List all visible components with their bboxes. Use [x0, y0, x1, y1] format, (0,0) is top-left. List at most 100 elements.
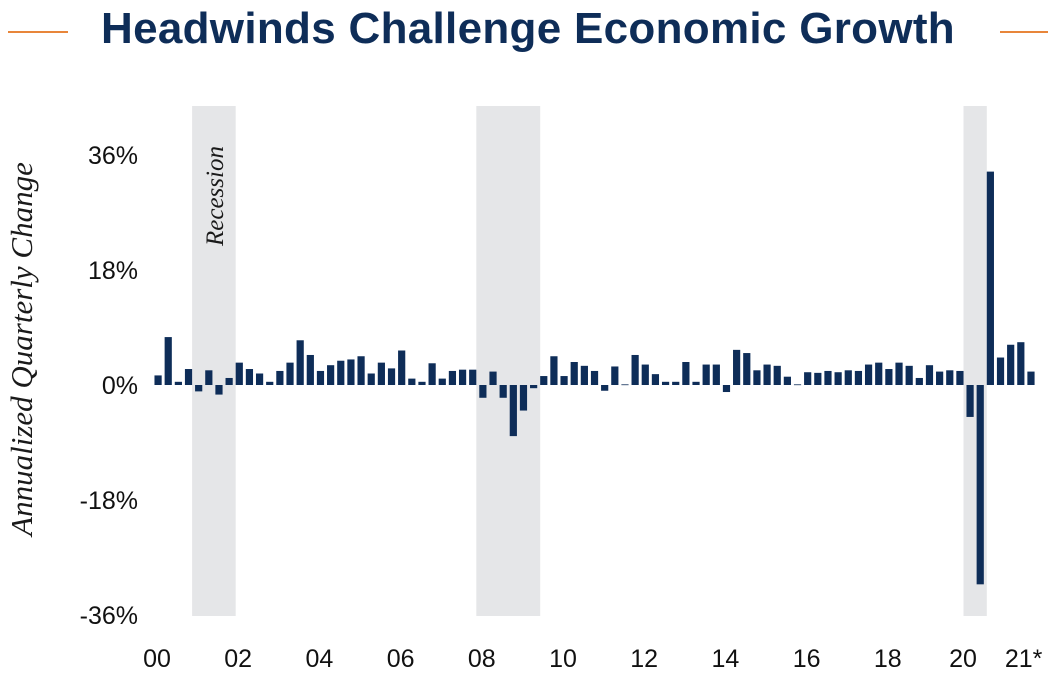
bar [448, 370, 457, 385]
bar [509, 385, 517, 437]
bar [611, 366, 619, 385]
bar [215, 385, 223, 395]
bar [915, 377, 923, 385]
bar [245, 369, 254, 385]
bar [631, 354, 639, 385]
x-tick-label: 02 [224, 645, 252, 673]
bar [661, 381, 670, 385]
x-tick-label: 10 [549, 645, 577, 673]
bar [255, 373, 264, 385]
x-tick-label: 00 [143, 645, 171, 673]
bar [357, 356, 365, 385]
bar [347, 359, 355, 385]
bar [184, 369, 193, 385]
bar [844, 370, 852, 385]
chart-title: Headwinds Challenge Economic Growth [101, 4, 955, 53]
bar [438, 378, 446, 385]
bar [377, 362, 385, 385]
bar [946, 370, 954, 385]
bar [1017, 342, 1025, 385]
y-tick-label: -18% [80, 487, 138, 515]
bar [367, 373, 375, 385]
bar [753, 370, 761, 385]
bar [875, 362, 883, 385]
bar [458, 369, 467, 385]
bar-series [154, 171, 1035, 585]
x-tick-label: 20 [949, 645, 977, 673]
bar [601, 385, 609, 391]
recession-shade-2 [476, 106, 541, 616]
bar [296, 340, 304, 385]
bar [651, 374, 660, 385]
bar [195, 385, 203, 392]
bar [398, 350, 406, 385]
bar [783, 376, 791, 385]
x-tick-label: 04 [305, 645, 333, 673]
bar [956, 370, 964, 385]
bar [174, 381, 182, 385]
x-tick-label: 18 [874, 645, 902, 673]
recession-shading-group: Recession [192, 106, 987, 616]
bar [682, 362, 690, 385]
bar [641, 364, 649, 385]
y-tick-labels: 36% 18% 0% -18% -36% [80, 142, 138, 630]
bar [895, 362, 903, 385]
y-tick-label: 18% [88, 257, 138, 285]
bar [804, 372, 812, 385]
y-tick-label: 36% [88, 142, 138, 170]
bar [540, 376, 548, 385]
bar [418, 381, 426, 385]
bar [469, 369, 477, 385]
x-tick-label: 21* [1005, 645, 1043, 673]
bar [428, 363, 436, 385]
bar [885, 369, 893, 385]
bar [276, 370, 284, 385]
x-tick-label: 16 [793, 645, 821, 673]
bar [266, 381, 274, 385]
bar [793, 384, 802, 386]
bar [235, 362, 243, 385]
bar [225, 377, 233, 385]
bar [905, 365, 913, 385]
bar [743, 353, 751, 385]
y-tick-label: -36% [80, 602, 138, 630]
bar [327, 365, 335, 385]
recession-shade-1 [192, 106, 236, 616]
x-tick-labels: 00 02 04 06 08 10 12 14 16 18 20 21* [143, 645, 1043, 673]
bar [306, 354, 314, 385]
title-accent-line-right [1000, 31, 1048, 33]
bar [489, 371, 497, 385]
bar [316, 370, 325, 385]
bar [205, 370, 213, 385]
bar [976, 385, 984, 585]
bar [560, 376, 568, 385]
x-tick-label: 06 [387, 645, 415, 673]
bar [621, 384, 629, 386]
bar [479, 385, 487, 398]
bar [570, 362, 578, 385]
title-accent-line-left [8, 31, 68, 33]
bar [590, 370, 599, 385]
bar [824, 370, 832, 385]
bar [672, 381, 680, 385]
recession-label: Recession [202, 146, 229, 247]
bar [408, 378, 416, 385]
bar [864, 364, 873, 385]
bar [996, 357, 1005, 385]
bar [1027, 371, 1035, 385]
x-tick-label: 08 [468, 645, 496, 673]
bar [712, 364, 720, 385]
bar [154, 375, 162, 385]
x-tick-label: 12 [630, 645, 658, 673]
bar [164, 337, 172, 385]
bar [986, 171, 994, 385]
bar [834, 372, 842, 385]
bar [763, 364, 771, 385]
bar [580, 365, 588, 385]
bar [936, 371, 944, 385]
bar [499, 385, 507, 398]
bar [519, 385, 528, 411]
bar [722, 385, 731, 393]
bar [337, 360, 345, 385]
